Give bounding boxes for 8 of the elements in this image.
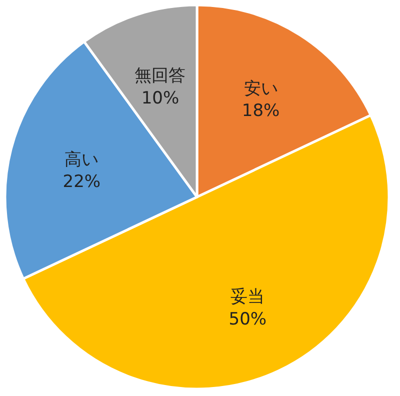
data-label: 10% (141, 88, 180, 108)
slice-label: 妥当 (230, 287, 265, 308)
slice-label: 無回答 (134, 66, 186, 86)
data-label: 18% (242, 101, 280, 122)
data-label: 50% (228, 309, 267, 330)
slice-label: 高い (64, 150, 99, 170)
data-label: 22% (62, 172, 101, 192)
slice-label: 安い (244, 78, 278, 99)
